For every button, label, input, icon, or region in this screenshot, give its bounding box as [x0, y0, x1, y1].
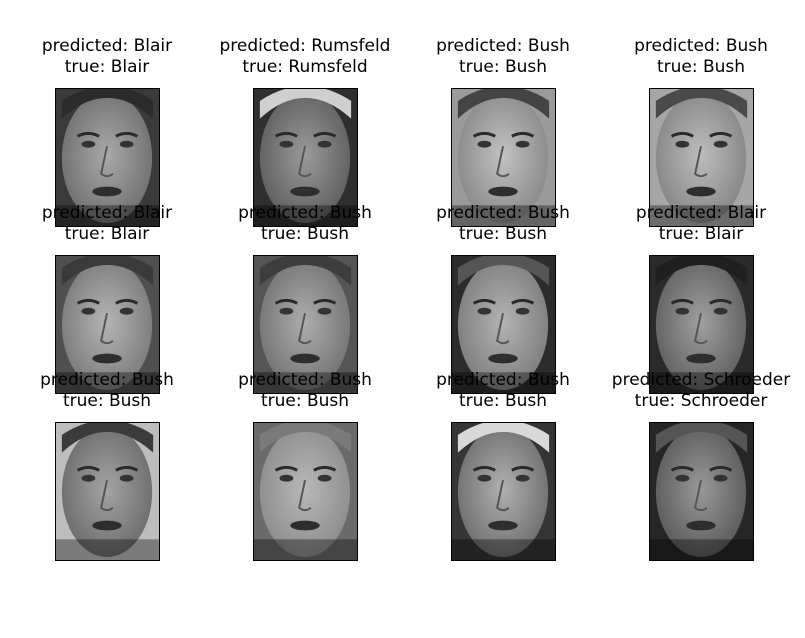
panel-caption: predicted: Bush true: Bush — [601, 36, 801, 78]
face-photo-icon — [648, 255, 754, 394]
true-label: true: Schroeder — [634, 391, 768, 411]
predicted-label: predicted: Bush — [238, 370, 372, 390]
face-photo-icon — [450, 255, 556, 394]
predicted-label: predicted: Bush — [436, 36, 570, 56]
predicted-label: predicted: Bush — [634, 36, 768, 56]
true-label: true: Blair — [64, 57, 150, 77]
panel-caption: predicted: Bush true: Bush — [7, 370, 207, 412]
predicted-label: predicted: Bush — [436, 370, 570, 390]
true-label: true: Bush — [656, 57, 746, 77]
face-photo-icon — [252, 255, 358, 394]
panel-caption: predicted: Bush true: Bush — [205, 203, 405, 245]
panel-caption: predicted: Bush true: Bush — [205, 370, 405, 412]
true-label: true: Bush — [62, 391, 152, 411]
panel-caption: predicted: Bush true: Bush — [403, 370, 603, 412]
true-label: true: Blair — [64, 224, 150, 244]
face-photo-icon — [54, 255, 160, 394]
predicted-label: predicted: Bush — [40, 370, 174, 390]
true-label: true: Bush — [458, 391, 548, 411]
face-photo-icon — [252, 88, 358, 227]
predicted-label: predicted: Rumsfeld — [219, 36, 391, 56]
true-label: true: Rumsfeld — [242, 57, 368, 77]
true-label: true: Bush — [458, 57, 548, 77]
panel-caption: predicted: Bush true: Bush — [403, 203, 603, 245]
predicted-label: predicted: Bush — [238, 203, 372, 223]
face-photo-icon — [450, 88, 556, 227]
true-label: true: Blair — [658, 224, 744, 244]
true-label: true: Bush — [260, 391, 350, 411]
face-photo-icon — [54, 88, 160, 227]
face-photo-icon — [450, 422, 556, 561]
face-photo-icon — [54, 422, 160, 561]
panel-caption: predicted: Rumsfeld true: Rumsfeld — [205, 36, 405, 78]
true-label: true: Bush — [458, 224, 548, 244]
panel-caption: predicted: Bush true: Bush — [403, 36, 603, 78]
panel-caption: predicted: Schroeder true: Schroeder — [601, 370, 801, 412]
panel-caption: predicted: Blair true: Blair — [7, 36, 207, 78]
predicted-label: predicted: Blair — [41, 36, 173, 56]
predicted-label: predicted: Blair — [41, 203, 173, 223]
panel-caption: predicted: Blair true: Blair — [601, 203, 801, 245]
face-photo-icon — [648, 422, 754, 561]
predicted-label: predicted: Blair — [635, 203, 767, 223]
panel-caption: predicted: Blair true: Blair — [7, 203, 207, 245]
predicted-label: predicted: Schroeder — [611, 370, 791, 390]
true-label: true: Bush — [260, 224, 350, 244]
face-photo-icon — [648, 88, 754, 227]
face-photo-icon — [252, 422, 358, 561]
predicted-label: predicted: Bush — [436, 203, 570, 223]
